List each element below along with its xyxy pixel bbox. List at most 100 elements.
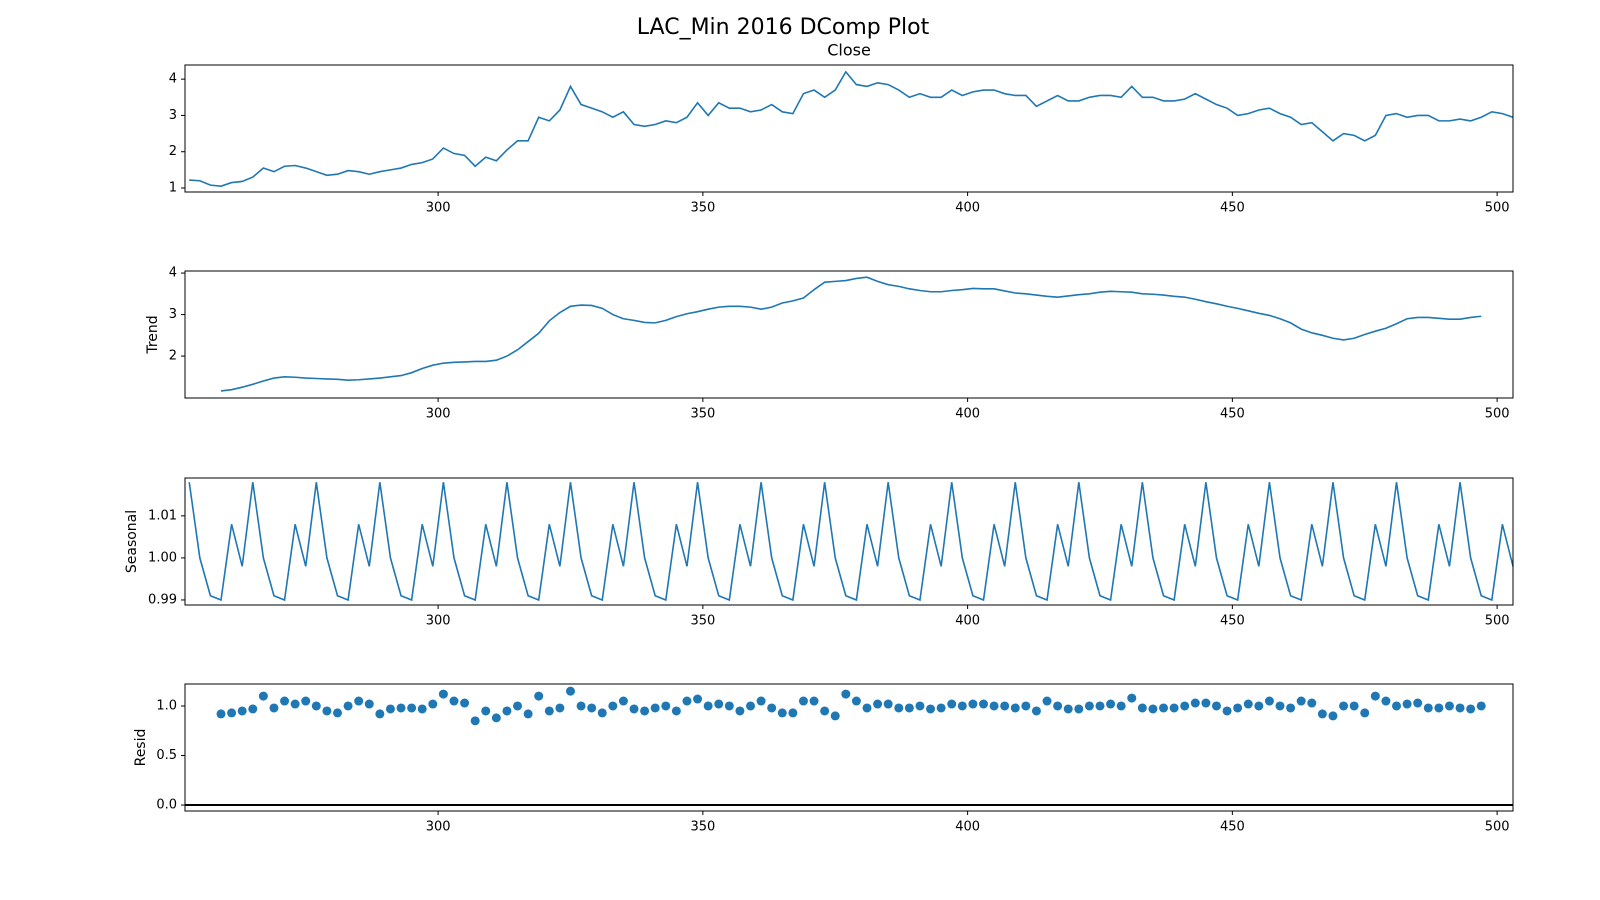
x-tick-label: 500 [1485, 820, 1510, 835]
subplot: Close 300 350 400 450 500 1 2 3 4 [169, 41, 1514, 216]
point [703, 701, 713, 711]
x-tick-label: 500 [1485, 407, 1510, 422]
point [1063, 704, 1073, 714]
series-line [220, 276, 1482, 392]
point [280, 696, 290, 706]
point [269, 703, 279, 713]
point [777, 708, 787, 718]
point [788, 708, 798, 718]
series-line [189, 70, 1514, 188]
point [629, 704, 639, 714]
point [438, 689, 448, 699]
point [1264, 696, 1274, 706]
point [1307, 698, 1317, 708]
x-tick-label: 400 [955, 201, 980, 216]
point [894, 703, 904, 713]
point [798, 696, 808, 706]
point [682, 696, 692, 706]
x-tick-label: 300 [426, 407, 451, 422]
point [470, 716, 480, 726]
x-tick-label: 450 [1220, 820, 1245, 835]
point [1211, 701, 1221, 711]
point [1074, 704, 1084, 714]
point [565, 686, 575, 696]
x-tick-label: 300 [426, 614, 451, 629]
point [523, 709, 533, 719]
point [216, 709, 226, 719]
point [1159, 703, 1169, 713]
point [491, 713, 501, 723]
point [1286, 703, 1296, 713]
point [1296, 696, 1306, 706]
point [417, 704, 427, 714]
point [1233, 703, 1243, 713]
x-tick-label: 350 [690, 614, 715, 629]
axes-frame [184, 683, 1514, 812]
axes-frame [184, 477, 1514, 606]
y-tick-label: 1.0 [156, 698, 177, 713]
point [237, 706, 247, 716]
point [1328, 711, 1338, 721]
point [1222, 706, 1232, 716]
point [978, 699, 988, 709]
x-tick-label: 400 [955, 614, 980, 629]
point [830, 711, 840, 721]
point [428, 699, 438, 709]
point [1455, 703, 1465, 713]
y-tick-label: 0.99 [148, 592, 177, 607]
point [767, 703, 777, 713]
point [1127, 693, 1137, 703]
point [248, 704, 258, 714]
y-tick-label: 1 [169, 181, 177, 196]
point [576, 701, 586, 711]
subplot-title: Close [827, 41, 871, 60]
point [1042, 696, 1052, 706]
point [1370, 691, 1380, 701]
point [1466, 704, 1476, 714]
point [1317, 709, 1327, 719]
point [385, 704, 395, 714]
point [1116, 701, 1126, 711]
point [534, 691, 544, 701]
point [1413, 698, 1423, 708]
y-tick-label: 4 [169, 72, 177, 87]
point [1275, 701, 1285, 711]
point [1137, 703, 1147, 713]
y-tick-label: 4 [169, 266, 177, 281]
point [756, 696, 766, 706]
point [1031, 706, 1041, 716]
point [1243, 699, 1253, 709]
series-line [188, 482, 1514, 602]
point [460, 698, 470, 708]
point [661, 701, 671, 711]
y-tick-label: 2 [169, 349, 177, 364]
y-tick-label: 1.00 [148, 550, 177, 565]
point [396, 703, 406, 713]
x-tick-label: 400 [955, 407, 980, 422]
subplot: Seasonal 300 350 400 450 500 0.99 1.00 1.01 [124, 477, 1514, 629]
point [735, 706, 745, 716]
point [608, 701, 618, 711]
point [926, 704, 936, 714]
point [841, 689, 851, 699]
point [555, 703, 565, 713]
point [354, 696, 364, 706]
point [301, 696, 311, 706]
subplot: Resid 300 350 400 450 500 0.0 0.5 1.0 [133, 683, 1514, 835]
subplot: Trend 300 350 400 450 500 2 3 4 [145, 266, 1514, 422]
point [1444, 701, 1454, 711]
point [1423, 703, 1433, 713]
point [1010, 703, 1020, 713]
y-tick-label: 0.5 [156, 748, 177, 763]
y-axis-label: Resid [133, 729, 149, 767]
point [1084, 701, 1094, 711]
x-tick-label: 400 [955, 820, 980, 835]
point [989, 701, 999, 711]
point [968, 699, 978, 709]
point [693, 694, 703, 704]
point [587, 703, 597, 713]
axes-frame [184, 270, 1514, 399]
x-tick-label: 450 [1220, 614, 1245, 629]
